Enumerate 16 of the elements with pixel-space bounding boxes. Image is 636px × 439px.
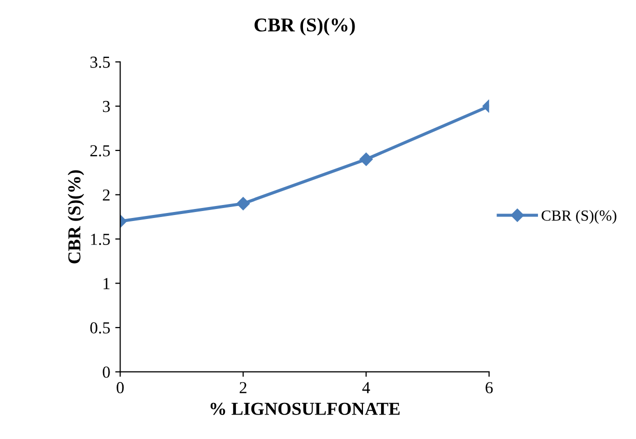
x-tick-label: 0: [116, 382, 124, 394]
y-axis-title: CBR (S)(%): [68, 170, 84, 264]
y-tick-label: 2: [102, 189, 110, 201]
legend-label: CBR (S)(%): [542, 210, 616, 224]
x-axis-title: % LIGNOSULFONATE: [210, 402, 400, 415]
y-tick-label: 1.5: [91, 234, 110, 246]
y-tick-label: 1: [104, 278, 110, 290]
x-tick-label: 2: [240, 382, 246, 394]
chart-title: CBR (S)(%): [254, 18, 355, 36]
y-tick-label: 0.5: [90, 322, 110, 334]
y-tick-label: 2.5: [90, 145, 110, 156]
x-tick-label: 6: [486, 382, 493, 394]
x-tick-label: 4: [362, 382, 370, 394]
y-tick-label: 0: [102, 366, 110, 378]
y-tick-label: 3: [102, 100, 110, 112]
y-tick-label: 3.5: [90, 56, 110, 68]
